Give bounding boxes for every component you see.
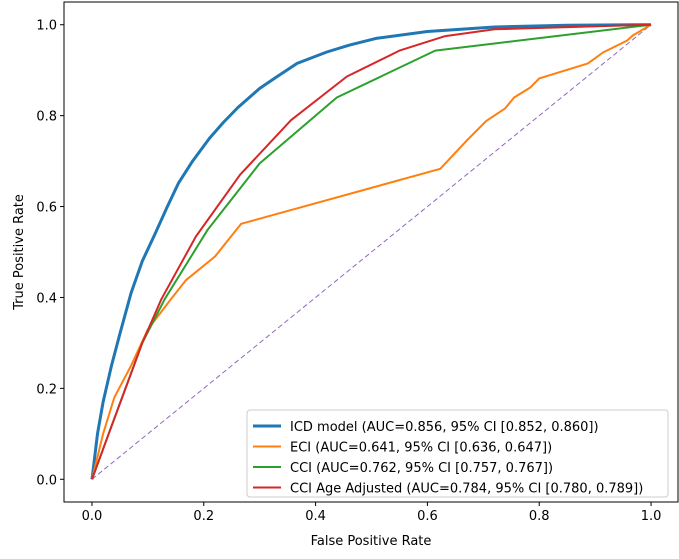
y-tick-label: 0.4 <box>36 291 57 306</box>
series-line-3 <box>91 23 652 480</box>
legend-label: ECI (AUC=0.641, 95% CI [0.636, 0.647]) <box>290 441 552 456</box>
legend-label: CCI (AUC=0.762, 95% CI [0.757, 0.767]) <box>290 461 553 476</box>
legend-box <box>246 409 669 498</box>
x-tick-label: 0.4 <box>305 509 326 524</box>
y-tick-label: 0.6 <box>36 201 57 216</box>
x-tick-label: 0.6 <box>417 509 438 524</box>
y-tick-label: 0.2 <box>36 382 57 397</box>
legend-label: CCI Age Adjusted (AUC=0.784, 95% CI [0.7… <box>290 482 643 497</box>
x-tick-label: 0.8 <box>529 509 550 524</box>
y-tick-label: 1.0 <box>36 19 57 34</box>
y-tick-label: 0.8 <box>36 110 57 125</box>
series-line-0 <box>90 23 652 480</box>
legend: ICD model (AUC=0.856, 95% CI [0.852, 0.8… <box>246 409 669 498</box>
y-tick-label: 0.0 <box>36 473 57 488</box>
x-tick-label: 0.0 <box>82 509 103 524</box>
series-line-1 <box>91 23 652 480</box>
x-axis-label: False Positive Rate <box>311 534 432 549</box>
x-tick-label: 1.0 <box>641 509 662 524</box>
legend-label: ICD model (AUC=0.856, 95% CI [0.852, 0.8… <box>290 420 599 435</box>
plot-frame <box>63 1 679 503</box>
y-axis-label: True Positive Rate <box>12 194 27 311</box>
x-tick-label: 0.2 <box>193 509 214 524</box>
chance-line <box>91 24 652 480</box>
